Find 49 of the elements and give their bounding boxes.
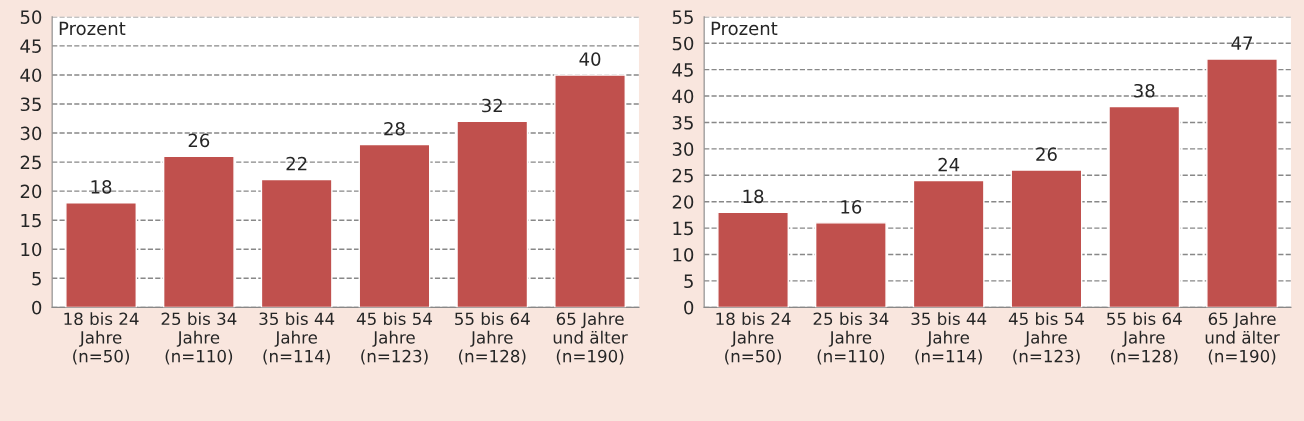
y-tick-label: 25	[672, 168, 693, 183]
data-label: 26	[188, 133, 210, 148]
x-tick-label: 55 bis 64 Jahre (n=128)	[455, 312, 530, 365]
data-label: 40	[579, 52, 601, 66]
x-tick-label: 45 bis 54 Jahre (n=123)	[1008, 312, 1084, 365]
y-tick-label: 10	[21, 242, 42, 257]
y-tick-label: 15	[21, 213, 41, 228]
y-tick-label: 0	[32, 300, 42, 315]
x-tick-label: 18 bis 24 Jahre (n=50)	[716, 312, 791, 365]
y-tick-label: 5	[32, 271, 41, 286]
data-label: 32	[482, 98, 502, 113]
data-label: 18	[91, 180, 112, 194]
x-tick-label: 35 bis 44 Jahre (n=114)	[259, 312, 335, 365]
data-label: 22	[286, 156, 307, 171]
x-tick-label: 65 Jahre und älter (n=190)	[553, 312, 628, 365]
y-tick-label: 40	[20, 68, 42, 83]
x-tick-label: 45 bis 54 Jahre (n=123)	[356, 312, 432, 365]
y-tick-label: 30	[20, 126, 42, 141]
y-tick-label: 20	[672, 195, 694, 209]
y-tick-label: 50	[672, 36, 694, 51]
y-tick-label: 30	[672, 142, 694, 156]
x-tick-label: 25 bis 34 Jahre (n=110)	[813, 312, 889, 365]
y-axis-title: Prozent	[711, 21, 778, 36]
y-tick-label: 40	[672, 89, 694, 104]
y-tick-label: 25	[20, 155, 41, 170]
y-tick-label: 55	[672, 10, 693, 24]
y-tick-label: 45	[20, 39, 41, 54]
y-axis-title: Prozent	[59, 21, 126, 36]
y-tick-label: 45	[672, 63, 693, 77]
x-tick-label: 55 bis 64 Jahre (n=128)	[1107, 312, 1182, 365]
data-label: 47	[1231, 36, 1252, 50]
x-tick-label: 25 bis 34 Jahre (n=110)	[161, 312, 237, 365]
y-tick-label: 10	[673, 247, 694, 262]
y-tick-label: 50	[20, 10, 42, 24]
y-tick-label: 5	[684, 274, 693, 289]
x-tick-label: 35 bis 44 Jahre (n=114)	[911, 312, 987, 365]
data-label: 28	[384, 121, 405, 136]
y-tick-label: 35	[20, 97, 41, 112]
data-label: 38	[1134, 83, 1155, 98]
y-tick-label: 0	[684, 300, 694, 315]
x-tick-label: 65 Jahre und älter (n=190)	[1205, 312, 1280, 365]
data-label: 16	[841, 200, 862, 214]
x-tick-label: 18 bis 24 Jahre (n=50)	[64, 312, 139, 365]
data-label: 26	[1036, 147, 1057, 161]
y-tick-label: 20	[20, 184, 42, 199]
data-label: 24	[938, 157, 960, 172]
y-tick-label: 35	[672, 115, 693, 130]
data-label: 18	[743, 189, 764, 204]
y-tick-label: 15	[673, 221, 693, 236]
